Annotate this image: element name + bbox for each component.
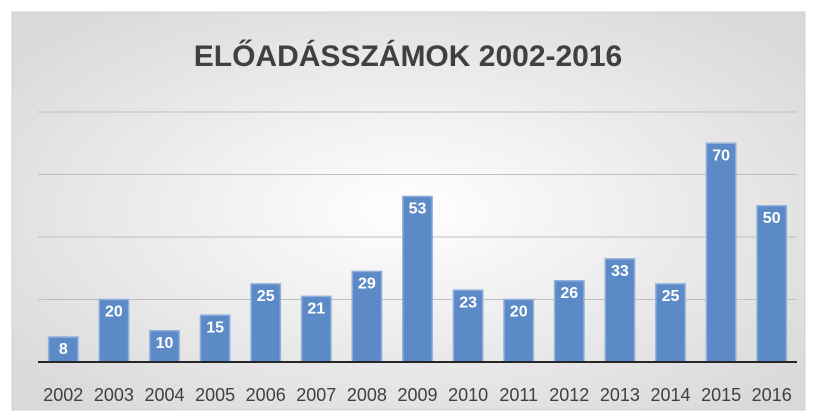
bar — [452, 289, 484, 363]
data-label: 25 — [257, 288, 275, 305]
data-label: 10 — [156, 335, 174, 352]
x-tick-label: 2016 — [752, 385, 792, 405]
data-label: 29 — [358, 276, 376, 293]
data-label: 25 — [662, 288, 680, 305]
bar — [402, 195, 433, 363]
bar — [351, 270, 383, 363]
bar — [553, 280, 585, 363]
data-label: 70 — [712, 147, 730, 164]
data-label: 15 — [206, 319, 224, 336]
x-tick-label: 2012 — [549, 385, 589, 405]
x-tick-label: 2011 — [499, 385, 538, 405]
bar — [98, 298, 130, 363]
x-tick-label: 2008 — [347, 385, 387, 405]
bar — [250, 283, 282, 363]
x-tick-label: 2005 — [195, 385, 235, 405]
bar — [756, 205, 788, 363]
bar — [604, 258, 636, 363]
x-tick-label: 2006 — [246, 385, 286, 405]
x-tick-label: 2004 — [144, 385, 184, 405]
data-label: 23 — [459, 294, 477, 311]
x-tick-label: 2002 — [43, 385, 83, 405]
data-label: 53 — [409, 201, 427, 218]
data-label: 20 — [105, 304, 123, 321]
data-label: 33 — [611, 263, 629, 280]
x-tick-label: 2013 — [600, 385, 640, 405]
bar — [199, 314, 231, 363]
bar — [300, 295, 332, 363]
chart-title: ELŐADÁSSZÁMOK 2002-2016 — [194, 39, 622, 73]
data-label: 50 — [763, 210, 781, 227]
x-tick-label: 2010 — [448, 385, 488, 405]
data-label: 8 — [59, 341, 68, 358]
data-label: 21 — [307, 301, 325, 318]
x-tick-label: 2007 — [296, 385, 336, 405]
x-tick-label: 2003 — [94, 385, 134, 405]
bar — [705, 142, 737, 363]
x-tick-label: 2015 — [701, 385, 741, 405]
data-label: 26 — [560, 285, 578, 302]
bar — [503, 298, 535, 363]
x-tick-label: 2009 — [397, 385, 437, 405]
bar — [149, 330, 180, 363]
data-label: 20 — [510, 304, 528, 321]
x-tick-label: 2014 — [650, 385, 690, 405]
